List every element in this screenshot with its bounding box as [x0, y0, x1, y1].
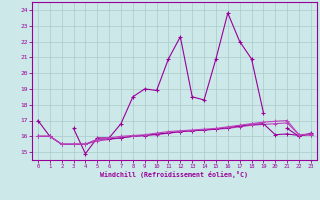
X-axis label: Windchill (Refroidissement éolien,°C): Windchill (Refroidissement éolien,°C)	[100, 171, 248, 178]
